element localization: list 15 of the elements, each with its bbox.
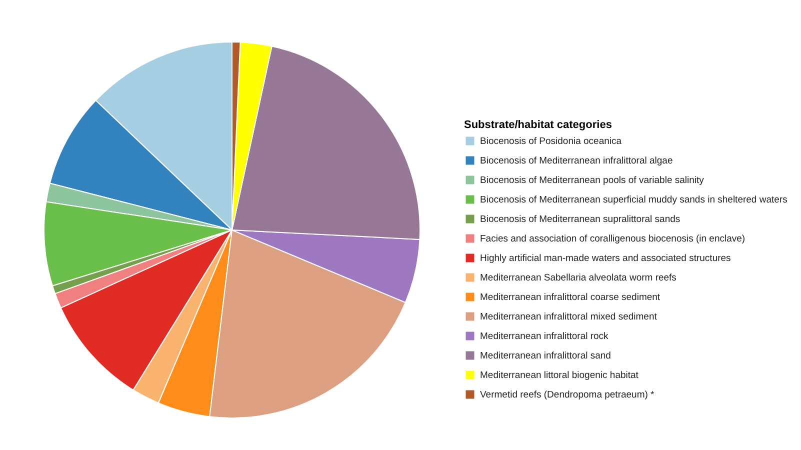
legend-label: Mediterranean Sabellaria alveolata worm reefs	[480, 272, 677, 284]
legend-label: Facies and association of coralligenous biocenosis (in enclave)	[480, 234, 746, 244]
legend-label: Mediterranean infralittoral mixed sediment	[480, 312, 658, 322]
legend-title: Substrate/habitat categories	[464, 119, 612, 131]
legend-label: Biocenosis of Mediterranean infralittoral algae	[480, 156, 673, 166]
legend-label: Biocenosis of Posidonia oceanica	[480, 136, 622, 147]
legend-label: Highly artificial man-made waters and associated structures	[480, 253, 732, 264]
legend-label: Vermetid reefs (Dendropoma petraeum) *	[480, 390, 655, 400]
legend-label: Biocenosis of Mediterranean pools of variable salinity	[480, 175, 704, 186]
legend-label: Mediterranean infralittoral sand	[480, 350, 611, 362]
legend-label: Mediterranean infralittoral rock	[480, 331, 609, 342]
legend-label: Mediterranean infralittoral coarse sediment	[480, 292, 660, 303]
legend-label: Biocenosis of Mediterranean superficial muddy sands in sheltered waters	[480, 194, 788, 206]
legend-label: Mediterranean littoral biogenic habitat	[480, 370, 639, 381]
legend-label: Biocenosis of Mediterranean supralittoral sands	[480, 214, 680, 225]
